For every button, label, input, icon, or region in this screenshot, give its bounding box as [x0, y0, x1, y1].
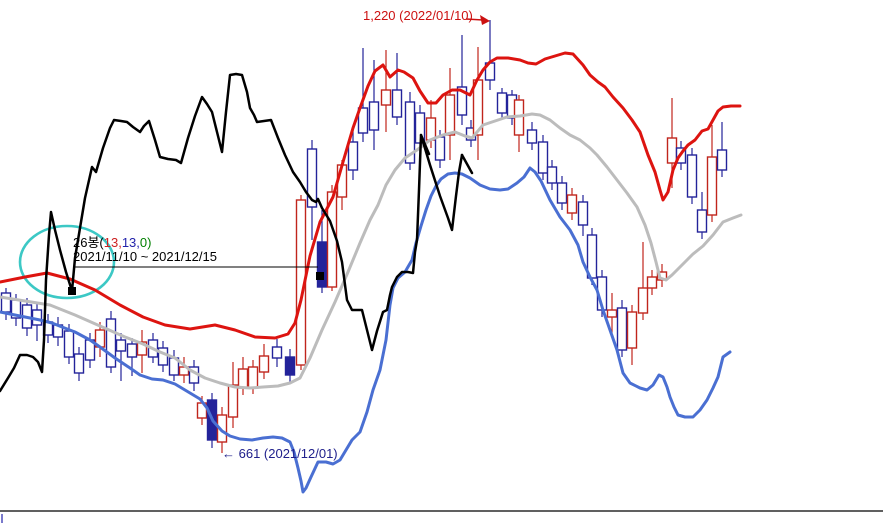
highlight-ellipse — [18, 224, 116, 300]
candle-up — [706, 156, 718, 216]
candle-down — [716, 149, 728, 171]
candle-up — [425, 117, 437, 141]
candle-down — [496, 92, 508, 114]
upper-band-line — [0, 51, 742, 340]
candle-down — [577, 201, 589, 226]
high-annotation-arrowhead — [480, 15, 490, 25]
candle-up — [444, 94, 456, 136]
low-price-annotation: ← 661 (2021/12/01) — [222, 446, 338, 461]
date-range-label: 2021/11/10 ~ 2021/12/15 — [73, 249, 217, 264]
candle-down — [126, 343, 138, 358]
candle-up — [258, 355, 270, 373]
selection-marker[interactable] — [316, 272, 324, 280]
candle-down — [73, 353, 85, 374]
candle-down — [368, 101, 380, 131]
candle-down — [357, 107, 369, 134]
candle-down — [391, 89, 403, 118]
candle-down — [537, 141, 549, 174]
candle-up — [666, 137, 678, 164]
candle-up — [637, 287, 649, 314]
candle-down — [404, 101, 416, 164]
middle-band-line — [0, 112, 743, 390]
candle-up — [227, 384, 239, 418]
candle-down — [434, 136, 446, 161]
candle-up — [626, 311, 638, 349]
candle-up — [606, 309, 618, 318]
high-annotation-arrow — [465, 18, 484, 21]
candle-down — [616, 307, 628, 351]
candle-down — [316, 241, 328, 288]
candle-up — [566, 194, 578, 214]
candle-down — [271, 346, 283, 359]
candle-down — [306, 148, 318, 208]
candle-down — [686, 154, 698, 198]
candle-up — [380, 89, 392, 106]
candle-up — [237, 368, 249, 389]
indicator-label: 26봉(13,13,0) — [73, 236, 151, 250]
zigzag-arrow-barb — [419, 133, 431, 156]
indicator-label-part: 13, — [103, 235, 122, 250]
candle-up — [247, 366, 259, 389]
selection-marker[interactable] — [68, 287, 76, 295]
zigzag-overlay-line — [0, 72, 464, 393]
candle-down — [284, 356, 296, 376]
candle-down — [0, 292, 12, 313]
candle-down — [546, 166, 558, 184]
candle-down — [696, 209, 708, 233]
indicator-label-part: 0) — [139, 235, 152, 250]
zigzag-arrow-barb — [460, 153, 474, 175]
indicator-label-part: 13, — [121, 235, 140, 250]
candle-down — [556, 182, 568, 204]
high-price-annotation: 1,220 (2022/01/10) — [363, 8, 473, 23]
candle-up — [136, 341, 148, 356]
candle-up — [216, 414, 228, 443]
candle-up — [646, 276, 658, 289]
indicator-label-part: 26봉( — [73, 235, 104, 250]
candle-down — [115, 339, 127, 352]
candle-down — [456, 86, 468, 116]
candle-down — [526, 129, 538, 144]
candle-down — [63, 330, 75, 358]
candle-down — [347, 141, 359, 171]
candle-down — [105, 318, 117, 368]
